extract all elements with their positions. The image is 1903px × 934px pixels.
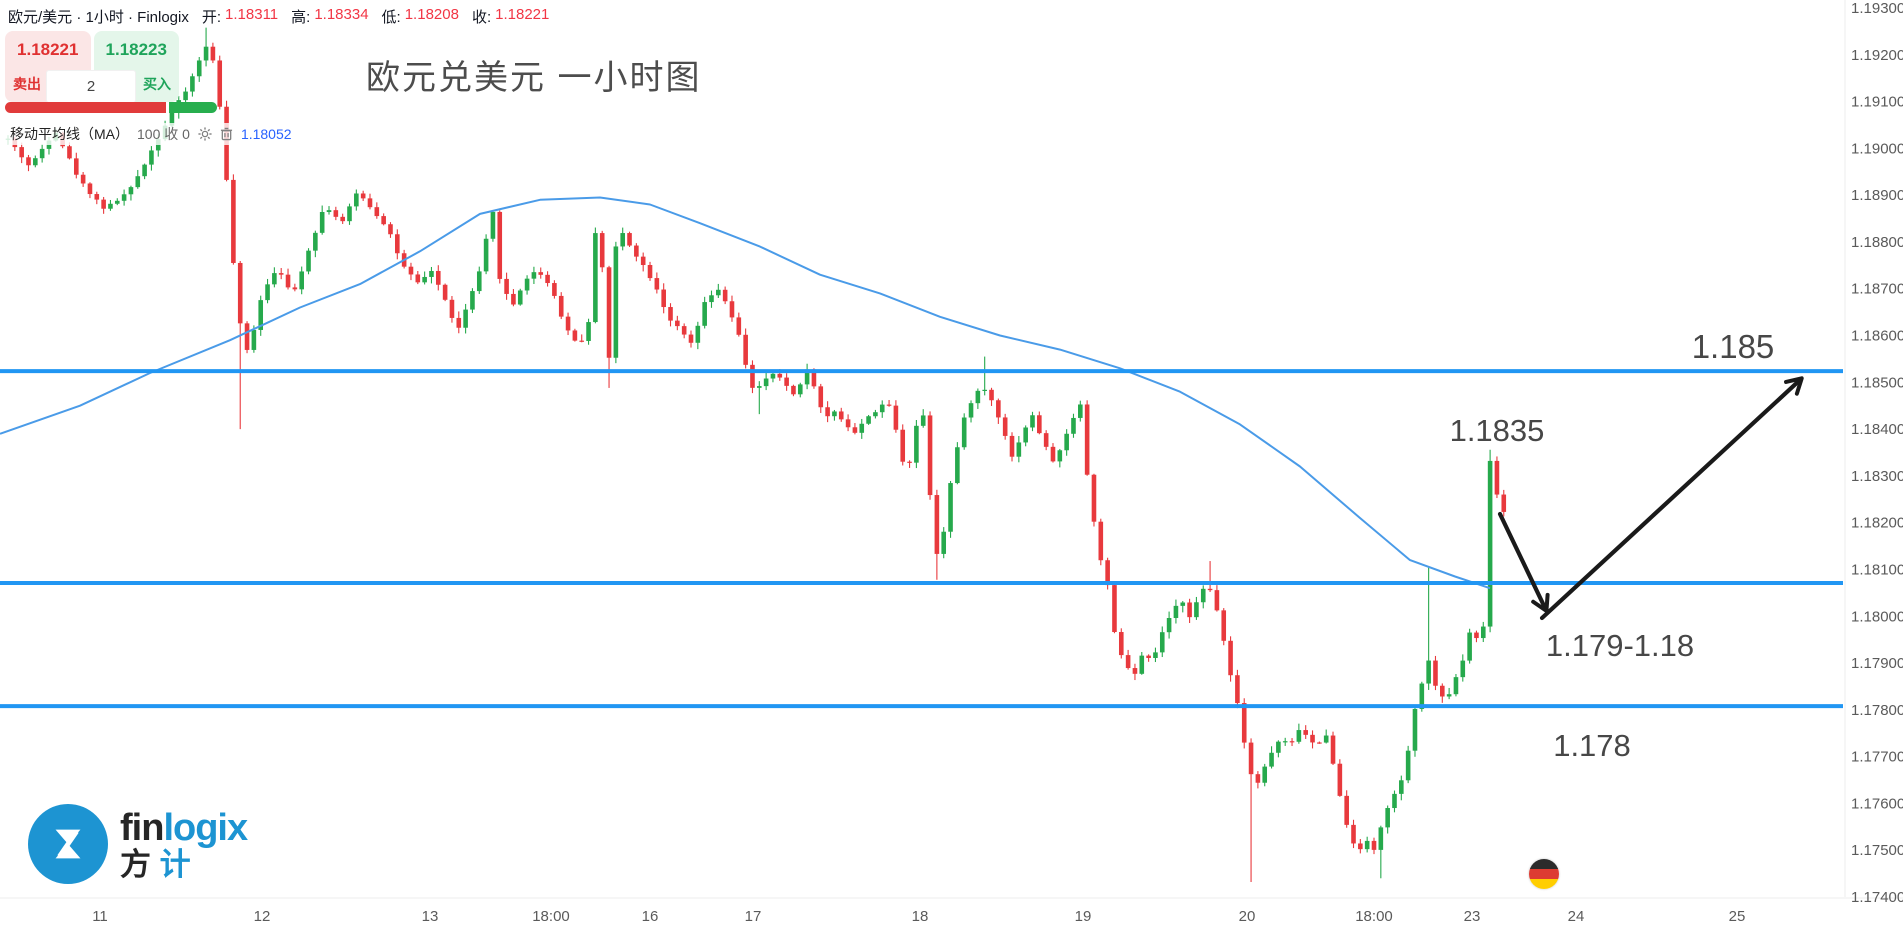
y-axis-label: 1.18100 — [1851, 561, 1903, 578]
x-axis-label: 18 — [912, 908, 929, 925]
delete-icon[interactable] — [220, 127, 233, 141]
ma-line[interactable] — [0, 196, 1491, 590]
buy-button[interactable]: 1.18223 买入 — [93, 31, 179, 102]
y-axis-label: 1.18700 — [1851, 281, 1903, 298]
y-axis-label: 1.18000 — [1851, 608, 1903, 625]
x-axis-label: 18:00 — [532, 908, 570, 925]
sell-price: 1.18221 — [17, 40, 79, 59]
y-axis-label: 1.17500 — [1851, 842, 1903, 859]
spread-box: 2 — [46, 70, 136, 103]
y-axis-label: 1.19300 — [1851, 0, 1903, 17]
x-axis-label: 11 — [92, 908, 108, 925]
price-annotation[interactable]: 1.1835 — [1450, 413, 1545, 448]
x-axis-label: 18:00 — [1355, 908, 1393, 925]
buy-price: 1.18223 — [105, 40, 167, 59]
x-axis-label: 25 — [1729, 908, 1746, 925]
y-axis-label: 1.18800 — [1851, 234, 1903, 251]
price-annotation[interactable]: 1.178 — [1553, 728, 1631, 763]
chart-title: 欧元兑美元 一小时图 — [366, 59, 702, 97]
y-axis-label: 1.19200 — [1851, 47, 1903, 64]
depth-bar-buy — [169, 102, 217, 113]
spread-value: 2 — [86, 78, 96, 95]
y-axis-label: 1.17600 — [1851, 795, 1903, 812]
x-axis-label: 19 — [1075, 908, 1092, 925]
finlogix-z-icon — [28, 804, 108, 884]
symbol-title[interactable]: 欧元/美元 · 1小时 · Finlogix — [8, 9, 189, 26]
depth-bar — [5, 102, 217, 113]
quote-widget: 1.18221 卖出 1.18223 买入 2 — [5, 31, 217, 113]
ma-indicator-legend: 移动平均线（MA） 100 收 0 1.18052 — [5, 123, 297, 145]
settings-icon[interactable] — [198, 127, 212, 141]
ma-params: 100 收 0 — [137, 126, 190, 142]
y-axis-label: 1.17800 — [1851, 702, 1903, 719]
y-axis-label: 1.19000 — [1851, 140, 1903, 157]
y-axis-label: 1.17700 — [1851, 749, 1903, 766]
y-axis-label: 1.18400 — [1851, 421, 1903, 438]
price-annotation[interactable]: 1.185 — [1692, 328, 1775, 365]
y-axis-label: 1.18500 — [1851, 374, 1903, 391]
ohlc-high: 高: 1.18334 — [291, 6, 369, 26]
y-axis-label: 1.18900 — [1851, 187, 1903, 204]
y-axis-label: 1.19100 — [1851, 94, 1903, 111]
germany-flag-icon — [1529, 859, 1559, 889]
y-axis-label: 1.18600 — [1851, 328, 1903, 345]
ohlc-open: 开: 1.18311 — [201, 6, 279, 26]
candles-layer — [5, 27, 1507, 883]
buy-label: 买入 — [143, 76, 171, 92]
x-axis-label: 12 — [254, 908, 271, 925]
time-axis[interactable]: 11 12 13 18:00 16 17 18 19 20 18:00 23 24 25 — [92, 908, 1745, 925]
x-axis-label: 13 — [422, 908, 439, 925]
price-annotation[interactable]: 1.179-1.18 — [1546, 628, 1694, 663]
trend-arrow[interactable] — [1497, 511, 1550, 613]
finlogix-wordmark: finlogix 方 计 — [120, 806, 248, 882]
ma-name: 移动平均线（MA） — [10, 126, 129, 142]
trend-arrow[interactable] — [1539, 376, 1804, 621]
sell-label: 卖出 — [13, 76, 41, 92]
x-axis-label: 17 — [745, 908, 762, 925]
y-axis-label: 1.17400 — [1851, 889, 1903, 906]
y-axis-label: 1.17900 — [1851, 655, 1903, 672]
ohlc-low: 低: 1.18208 — [381, 6, 459, 26]
y-axis-label: 1.18200 — [1851, 515, 1903, 532]
x-axis-label: 16 — [642, 908, 659, 925]
depth-bar-sell — [5, 102, 166, 113]
x-axis-label: 24 — [1568, 908, 1585, 925]
finlogix-logo: finlogix 方 计 — [28, 804, 248, 884]
x-axis-label: 20 — [1239, 908, 1256, 925]
x-axis-label: 23 — [1464, 908, 1481, 925]
y-axis-label: 1.18300 — [1851, 468, 1903, 485]
chart-header: 欧元/美元 · 1小时 · Finlogix 开: 1.18311 高: 1.1… — [8, 6, 549, 27]
price-axis[interactable]: 1.19300 1.19200 1.19100 1.19000 1.18900 1.188… — [1851, 0, 1903, 906]
ma-value: 1.18052 — [240, 126, 292, 142]
ohlc-close: 收: 1.18221 — [471, 6, 550, 26]
